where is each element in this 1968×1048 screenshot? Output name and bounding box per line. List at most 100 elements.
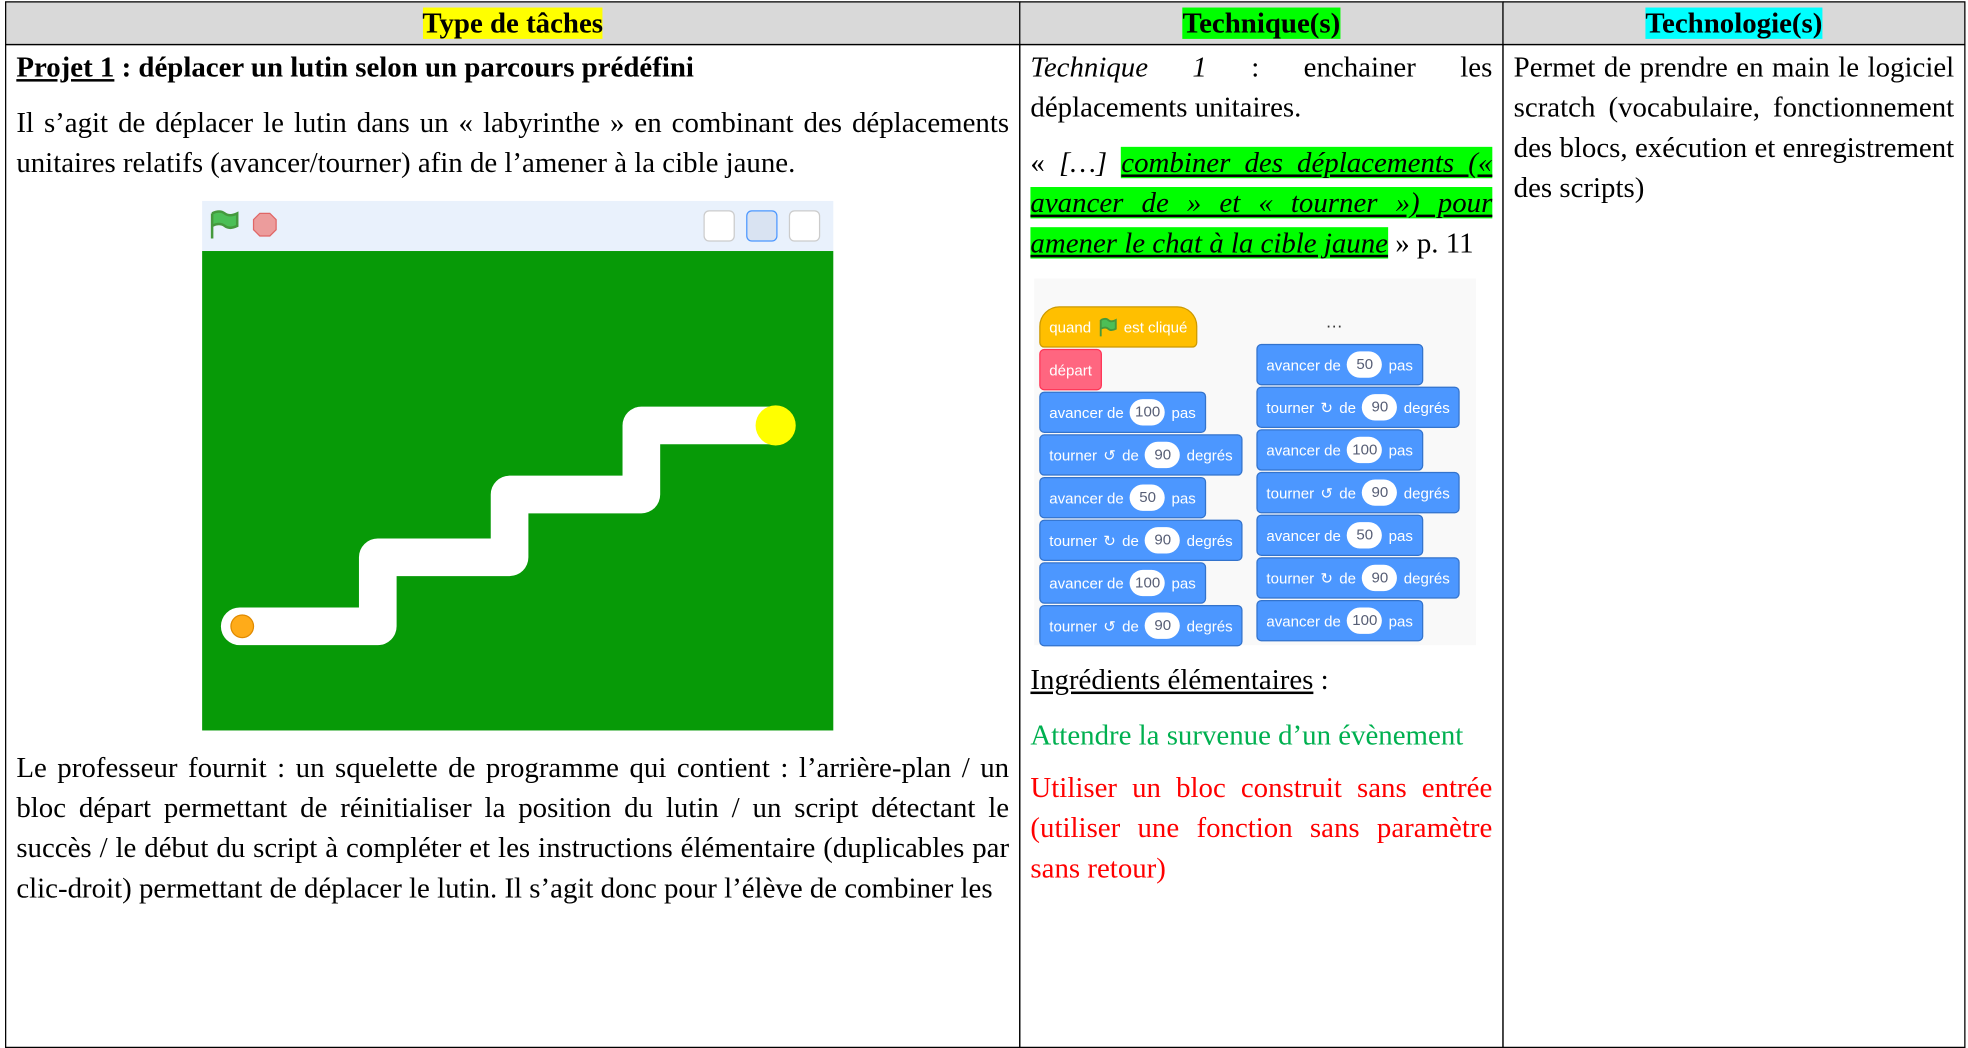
block-text: pas	[1171, 488, 1196, 507]
script-block: tourner ↺ de 90 degrés	[1256, 471, 1460, 514]
block-text: pas	[1388, 441, 1413, 459]
block-input: 100	[1347, 607, 1383, 634]
block-input: 90	[1145, 527, 1181, 554]
block-text: pas	[1388, 355, 1413, 374]
block-text: ↺	[1103, 446, 1116, 464]
header-cell: Type de tâches	[5, 1, 1021, 46]
header-cell: Technique(s)	[1019, 1, 1504, 46]
block-text: pas	[1171, 403, 1196, 422]
project-title: Projet 1 : déplacer un lutin selon un pa…	[16, 48, 1009, 88]
header-text: Type de tâches	[422, 7, 604, 39]
project-name: : déplacer un lutin selon un parcours pr…	[114, 51, 694, 83]
script-block: avancer de 50 pas	[1256, 343, 1423, 386]
block-text: pas	[1171, 574, 1196, 592]
quote-part: » p. 11	[1387, 227, 1474, 259]
block-input: 50	[1130, 484, 1166, 511]
block-text: ↻	[1320, 569, 1334, 587]
ingredient: Utiliser un bloc construit sans entrée (…	[1030, 771, 1493, 884]
script-block: quand est cliqué	[1039, 306, 1198, 348]
block-text: de	[1339, 398, 1357, 417]
block-input: 90	[1362, 394, 1398, 421]
page: Projet 1 html, body { margin: 0; padding…	[5, 1, 1966, 1048]
project-label: Projet 1	[16, 51, 115, 83]
block-text: degrés	[1186, 616, 1233, 635]
script-block: avancer de 100 pas	[1256, 599, 1423, 642]
block-input: 100	[1347, 436, 1383, 464]
header-cell: Technologie(s)	[1502, 1, 1966, 46]
block-input: 50	[1347, 522, 1383, 549]
block-input: 100	[1130, 569, 1166, 597]
script-block: tourner ↻ de 90 degrés	[1039, 519, 1243, 562]
block-text: degrés	[1186, 531, 1233, 550]
script-block: avancer de 50 pas	[1256, 514, 1423, 557]
block-input: 90	[1362, 564, 1398, 592]
block-text: pas	[1388, 611, 1413, 630]
block-text: avancer de	[1266, 355, 1341, 374]
small-stage-button	[703, 210, 735, 242]
script-column: quand est cliqué départ avancer de 100 pas tou…	[1039, 306, 1243, 647]
stop-button	[252, 212, 277, 237]
quote-part	[1107, 147, 1121, 178]
ingredient: Attendre la survenue d’un évènement	[1030, 719, 1464, 751]
block-text: départ	[1049, 360, 1092, 379]
block-text: degrés	[1403, 569, 1450, 587]
ingredients-heading: Ingrédients élémentaires :	[1030, 660, 1492, 700]
block-text: avancer de	[1049, 574, 1124, 592]
quote: « […] combiner des déplacements (« avanc…	[1030, 143, 1493, 263]
script-block: avancer de 100 pas	[1039, 562, 1206, 604]
ingredients-colon: :	[1313, 663, 1329, 696]
block-text: avancer de	[1049, 488, 1124, 507]
block-text: de	[1122, 616, 1139, 635]
technique: Technique 1 : enchainer les déplacements…	[1030, 48, 1492, 128]
block-text: pas	[1388, 526, 1413, 545]
block-text: de	[1122, 446, 1139, 464]
block-text: degrés	[1186, 446, 1233, 464]
scratch-stage	[202, 200, 834, 731]
script-block: avancer de 50 pas	[1039, 476, 1206, 519]
quote-part: «	[1030, 146, 1060, 179]
script-block: tourner ↺ de 90 degrés	[1039, 434, 1243, 476]
technique-text: : enchainer les déplacements unitaires.	[1030, 51, 1493, 123]
script-block: avancer de 100 pas	[1256, 429, 1423, 471]
block-text: de	[1339, 569, 1357, 587]
block-text: tourner	[1266, 398, 1315, 417]
script-column: avancer de 50 pas tourner ↻ de 90 degrés avancer…	[1256, 343, 1460, 643]
technology-text: Permet de prendre en main le logiciel sc…	[1513, 51, 1955, 204]
block-text: tourner	[1266, 483, 1315, 502]
block-text: ↺	[1103, 616, 1116, 635]
block-input: 90	[1145, 441, 1181, 469]
block-text: tourner	[1049, 616, 1097, 635]
block-text: ↻	[1103, 531, 1116, 550]
scratch-script: quand est cliqué départ avancer de 100 pas tou…	[1034, 278, 1476, 647]
block-input: 50	[1347, 351, 1383, 378]
block-text: quand	[1049, 318, 1092, 336]
table: Type de tâches Technique(s) Technologie(…	[5, 1, 1966, 1048]
block-text: de	[1339, 483, 1357, 502]
script-block: tourner ↻ de 90 degrés	[1256, 386, 1460, 428]
block-text: avancer de	[1266, 611, 1341, 630]
block-input: 90	[1145, 612, 1181, 639]
target	[755, 405, 796, 446]
block-text: ↺	[1320, 483, 1334, 502]
sprite	[230, 614, 255, 639]
script-block: tourner ↻ de 90 degrés	[1256, 557, 1460, 599]
normal-stage-button	[746, 210, 778, 242]
flag-icon	[1100, 317, 1118, 336]
block-text: tourner	[1049, 446, 1097, 464]
block-text: tourner	[1049, 531, 1097, 550]
block-text: avancer de	[1049, 403, 1124, 422]
block-input: 100	[1130, 399, 1166, 426]
block-text: degrés	[1403, 398, 1450, 417]
header-text: Technique(s)	[1182, 7, 1341, 39]
stage-toolbar	[202, 200, 834, 252]
block-text: avancer de	[1266, 526, 1341, 545]
maze-path	[220, 406, 792, 646]
quote-part: […]	[1059, 146, 1108, 179]
block-text: tourner	[1266, 569, 1315, 587]
green-flag	[210, 210, 239, 239]
block-input: 90	[1362, 479, 1398, 506]
task-cell: Projet 1 : déplacer un lutin selon un pa…	[5, 43, 1021, 1048]
script-block: avancer de 100 pas	[1039, 391, 1206, 434]
script-block: tourner ↺ de 90 degrés	[1039, 604, 1243, 647]
technique-label: Technique 1	[1030, 51, 1207, 83]
